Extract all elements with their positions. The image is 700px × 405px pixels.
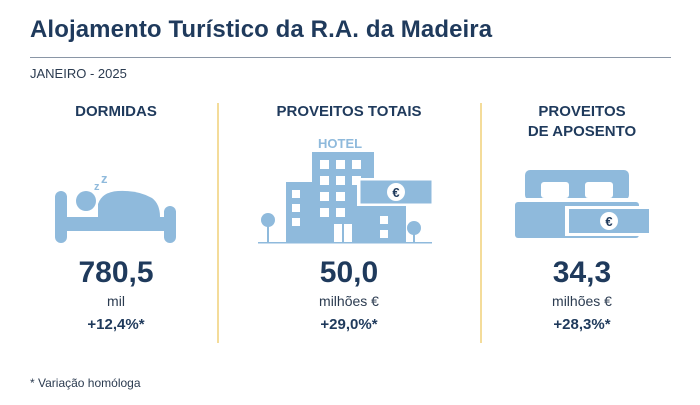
panel-title: DORMIDAS [75, 103, 157, 120]
hotel-icon: HOTEL € [258, 136, 435, 244]
column-divider [217, 103, 219, 343]
svg-text:z: z [94, 181, 100, 193]
dormidas-value: 780,5 [78, 256, 154, 289]
svg-text:z: z [101, 171, 108, 186]
proveitos-totais-unit: milhões € [319, 293, 379, 309]
hotel-sign: HOTEL [318, 136, 362, 151]
column-divider [480, 103, 482, 343]
bed-icon: € [515, 170, 651, 238]
panel-title: PROVEITOS TOTAIS [276, 103, 422, 120]
dormidas-change: +12,4%* [87, 316, 145, 333]
sleeping-person-icon: z z [55, 171, 176, 243]
page-title: Alojamento Turístico da R.A. da Madeira [30, 16, 493, 43]
proveitos-aposento-unit: milhões € [552, 293, 612, 309]
euro-icon: € [392, 185, 399, 200]
panel-dormidas: DORMIDAS [16, 96, 216, 144]
euro-icon: € [605, 214, 612, 229]
proveitos-totais-change: +29,0%* [320, 316, 378, 333]
panel-proveitos-aposento: PROVEITOS DE APOSENTO [482, 96, 682, 144]
footnote: * Variação homóloga [30, 376, 141, 390]
dormidas-unit: mil [107, 293, 125, 309]
proveitos-aposento-value: 34,3 [552, 256, 612, 289]
proveitos-totais-value: 50,0 [319, 256, 379, 289]
panel-proveitos-totais: PROVEITOS TOTAIS [249, 96, 449, 144]
title-rule [30, 57, 671, 58]
proveitos-aposento-change: +28,3%* [553, 316, 611, 333]
panel-title: PROVEITOS DE APOSENTO [527, 103, 637, 140]
period-label: JANEIRO - 2025 [30, 66, 127, 81]
